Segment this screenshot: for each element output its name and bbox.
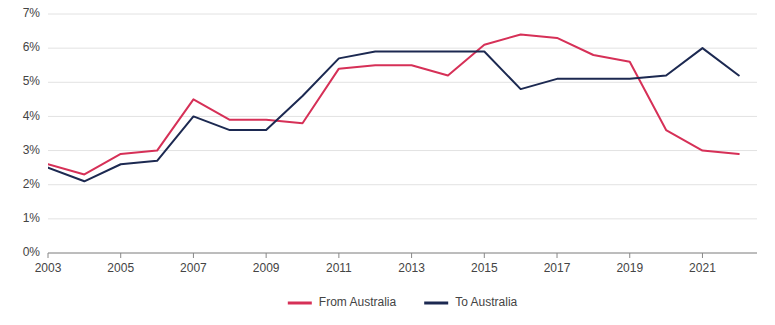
x-tick-label: 2013 [398, 261, 425, 275]
x-tick [411, 253, 412, 258]
x-tick-label: 2017 [544, 261, 571, 275]
x-tick-label: 2019 [616, 261, 643, 275]
x-tick [484, 253, 485, 258]
x-tick [557, 253, 558, 258]
grid-line [48, 184, 757, 185]
y-tick-label: 3% [23, 143, 41, 157]
x-tick [266, 253, 267, 258]
series-line [48, 48, 739, 181]
legend-swatch [424, 302, 448, 305]
x-tick [193, 253, 194, 258]
grid-line [48, 218, 757, 219]
x-axis: 2003 2005 2007 2009 2011 2013 2015 2017 2019 2021 [35, 253, 757, 275]
x-tick [120, 253, 121, 258]
grid-line [48, 14, 757, 15]
legend: From Australia To Australia [288, 295, 518, 309]
grid-line [48, 48, 757, 49]
x-tick-label: 2021 [689, 261, 716, 275]
x-tick-label: 2003 [35, 261, 62, 275]
y-tick-label: 4% [23, 109, 41, 123]
y-tick-label: 0% [23, 245, 41, 259]
grid-line [48, 82, 757, 83]
x-tick [338, 253, 339, 258]
y-tick-label: 7% [23, 6, 41, 20]
y-axis: 0% 1% 2% 3% 4% 5% 6% 7% [23, 6, 41, 259]
x-tick-label: 2015 [471, 261, 498, 275]
y-tick-label: 5% [23, 74, 41, 88]
x-tick-label: 2011 [326, 261, 352, 275]
legend-swatch [288, 302, 312, 305]
grid-line [48, 116, 757, 117]
legend-label: To Australia [455, 295, 517, 309]
x-tick-label: 2007 [180, 261, 207, 275]
legend-item: From Australia [288, 295, 397, 309]
x-tick [48, 253, 49, 258]
series-lines [48, 34, 739, 181]
legend-item: To Australia [424, 295, 517, 309]
x-axis-line [48, 253, 757, 254]
x-tick-label: 2009 [253, 261, 280, 275]
x-tick-label: 2005 [107, 261, 134, 275]
x-tick [702, 253, 703, 258]
y-tick-label: 2% [23, 177, 41, 191]
grid [48, 14, 757, 253]
grid-line [48, 253, 757, 254]
x-tick [629, 253, 630, 258]
series-line [48, 34, 739, 174]
y-tick-label: 6% [23, 40, 41, 54]
chart: 0% 1% 2% 3% 4% 5% 6% 7% 2003 2005 2007 2009 2011 2013… [0, 0, 775, 325]
legend-label: From Australia [319, 295, 397, 309]
y-tick-label: 1% [23, 211, 41, 225]
